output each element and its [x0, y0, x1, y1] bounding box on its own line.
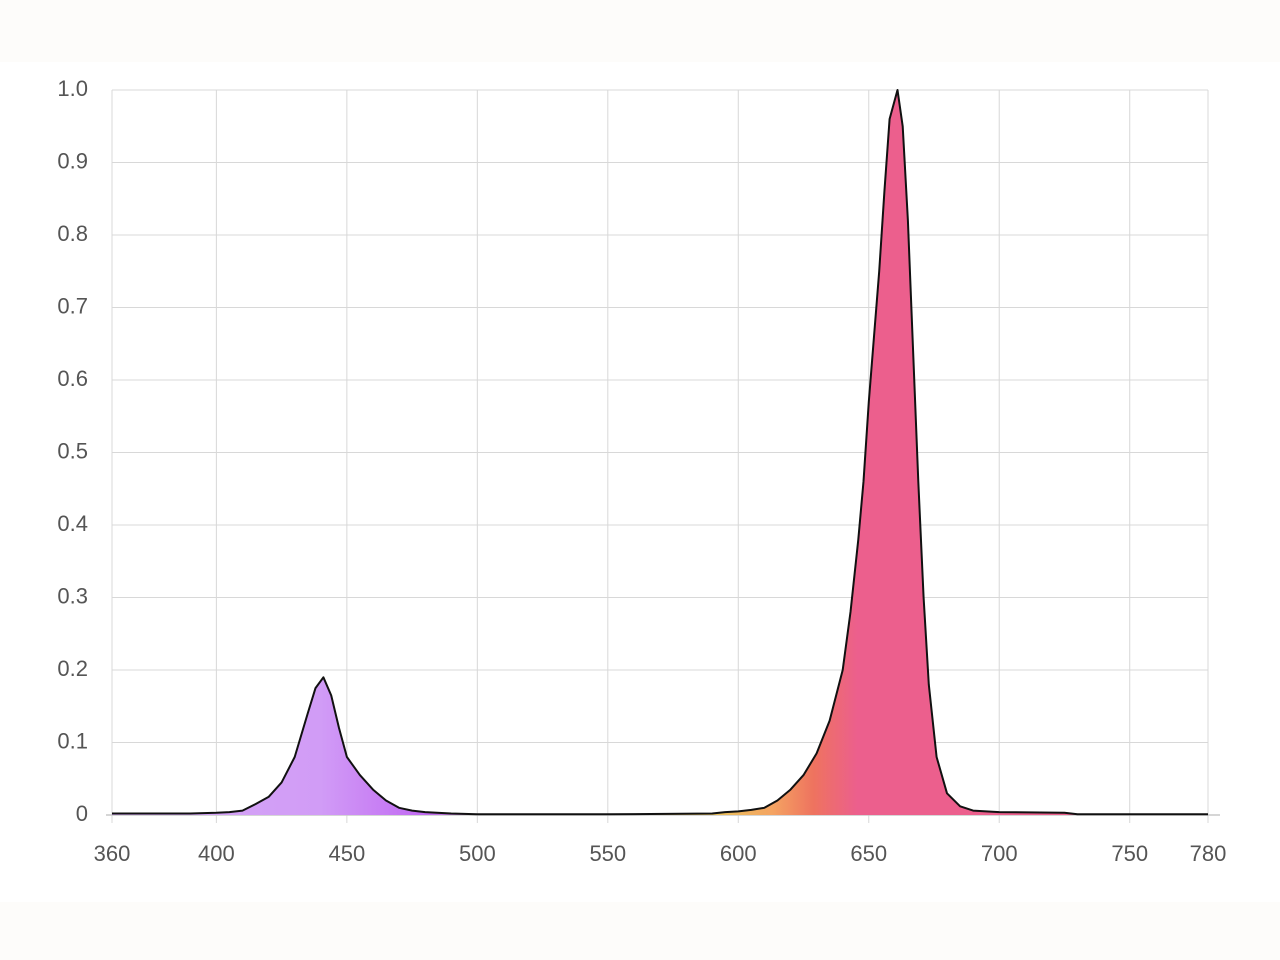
- x-tick-label: 650: [850, 841, 887, 866]
- x-tick-label: 450: [328, 841, 365, 866]
- y-tick-label: 0: [76, 801, 88, 826]
- x-tick-label: 500: [459, 841, 496, 866]
- x-tick-label: 780: [1190, 841, 1227, 866]
- y-tick-label: 0.5: [57, 438, 88, 463]
- y-tick-label: 0.2: [57, 656, 88, 681]
- x-tick-label: 400: [198, 841, 235, 866]
- y-tick-label: 0.7: [57, 293, 88, 318]
- y-tick-label: 0.1: [57, 728, 88, 753]
- y-tick-label: 0.3: [57, 583, 88, 608]
- y-tick-label: 0.6: [57, 366, 88, 391]
- plot-background: [0, 62, 1280, 902]
- y-tick-label: 1.0: [57, 76, 88, 101]
- y-tick-label: 0.4: [57, 511, 88, 536]
- x-tick-label: 750: [1111, 841, 1148, 866]
- spectrum-line: [112, 89, 1208, 816]
- y-tick-label: 0.9: [57, 148, 88, 173]
- x-tick-label: 600: [720, 841, 757, 866]
- y-tick-label: 0.8: [57, 221, 88, 246]
- x-tick-label: 550: [589, 841, 626, 866]
- x-tick-label: 700: [981, 841, 1018, 866]
- x-tick-label: 360: [94, 841, 131, 866]
